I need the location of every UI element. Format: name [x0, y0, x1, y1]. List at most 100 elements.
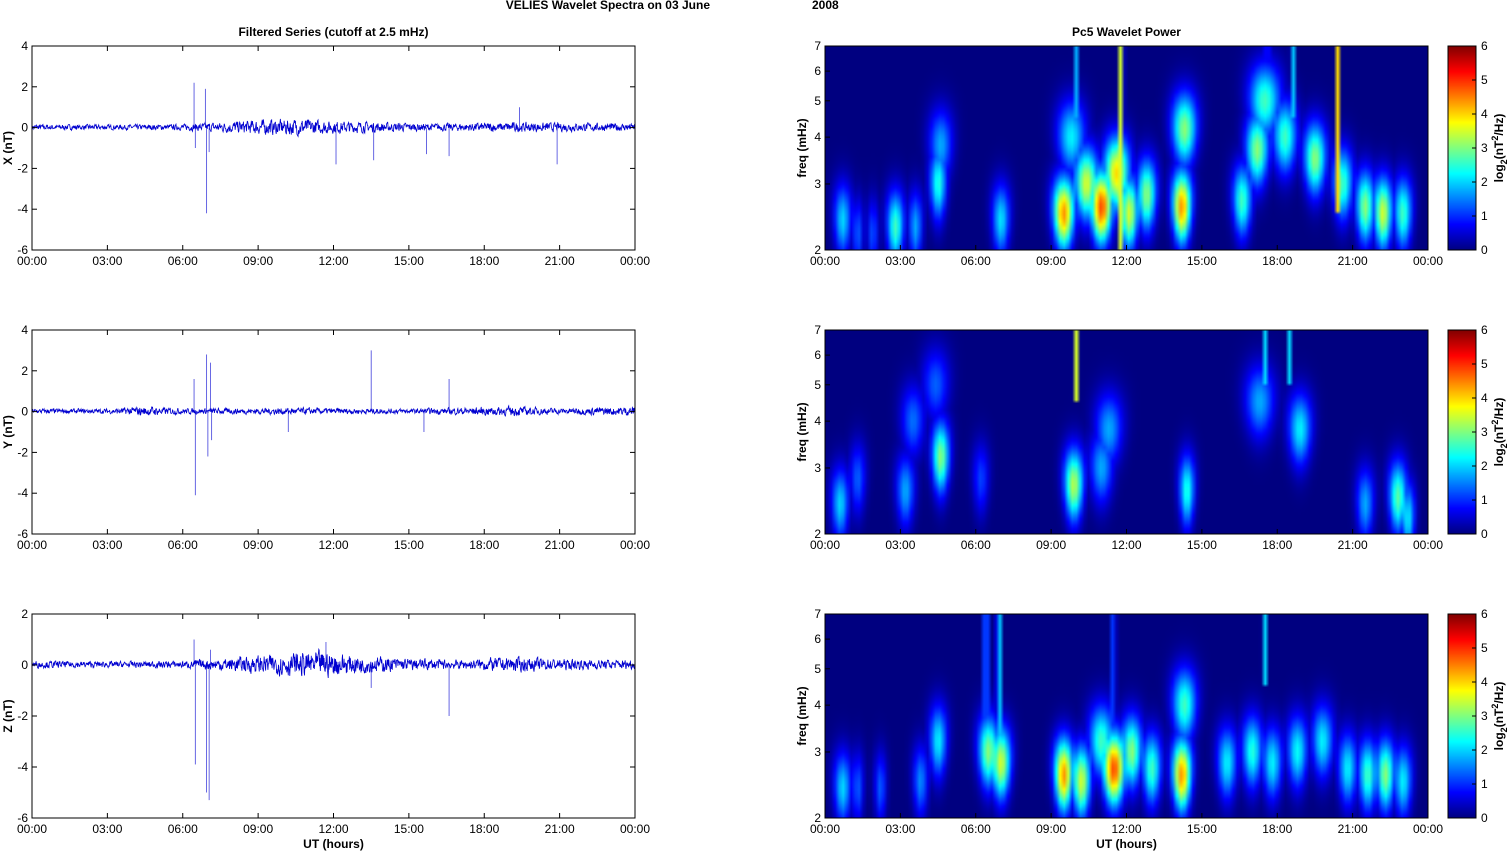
colorbar-tick-label: 4 — [1481, 675, 1488, 689]
colorbar: 0 1 2 3 4 5 6 log2(nT2/Hz) — [1447, 39, 1509, 257]
y-tick-label: -6 — [17, 527, 28, 541]
x-tick-label: 18:00 — [1262, 822, 1292, 836]
y-tick-label: 0 — [21, 658, 28, 672]
x-tick-label: 15:00 — [1187, 538, 1217, 552]
x-tick-label: 03:00 — [92, 254, 122, 268]
x-tick-label: 06:00 — [961, 254, 991, 268]
x-tick-label: 03:00 — [885, 538, 915, 552]
x-tick-label: 21:00 — [1338, 822, 1368, 836]
y-tick-label: 4 — [21, 323, 28, 337]
x-tick-label: 18:00 — [1262, 538, 1292, 552]
timeseries-panel-1: -6 -4 -2 0 2 4 X (nT) 00:00 03:00 06:00 09:00 12:00… — [1, 25, 650, 268]
colorbar-tick-label: 1 — [1481, 493, 1488, 507]
panel-title: Filtered Series (cutoff at 2.5 mHz) — [238, 25, 428, 39]
y-tick-label: 3 — [814, 745, 821, 759]
x-tick-label: 00:00 — [17, 254, 47, 268]
y-axis-label: freq (mHz) — [795, 118, 809, 177]
y-tick-label: 3 — [814, 177, 821, 191]
x-tick-label: 21:00 — [545, 538, 575, 552]
colorbar-tick-label: 5 — [1481, 641, 1488, 655]
y-tick-label: 2 — [21, 607, 28, 621]
x-tick-label: 12:00 — [1111, 822, 1141, 836]
y-tick-label: 2 — [814, 811, 821, 825]
x-tick-label: 06:00 — [961, 538, 991, 552]
x-tick-label: 00:00 — [17, 538, 47, 552]
colorbar-tick-label: 2 — [1481, 459, 1488, 473]
y-tick-label: 0 — [21, 405, 28, 419]
colorbar-tick-label: 6 — [1481, 323, 1488, 337]
x-tick-label: 00:00 — [810, 254, 840, 268]
y-tick-label: 2 — [21, 80, 28, 94]
y-tick-label: -4 — [17, 760, 28, 774]
colorbar-tick-label: 1 — [1481, 209, 1488, 223]
x-tick-label: 09:00 — [243, 822, 273, 836]
x-tick-label: 21:00 — [1338, 254, 1368, 268]
x-tick-label: 06:00 — [168, 538, 198, 552]
x-tick-label: 09:00 — [1036, 254, 1066, 268]
x-tick-label: 15:00 — [394, 822, 424, 836]
figure-title: VELIES Wavelet Spectra on 03 June — [506, 0, 711, 12]
x-tick-label: 12:00 — [1111, 254, 1141, 268]
y-axis-label: Z (nT) — [1, 699, 15, 732]
y-tick-label: 6 — [814, 632, 821, 646]
y-tick-label: 5 — [814, 378, 821, 392]
x-tick-label: 15:00 — [394, 254, 424, 268]
wavelet-power-image — [825, 330, 1428, 534]
x-tick-label: 03:00 — [885, 254, 915, 268]
panel-title: Pc5 Wavelet Power — [1072, 25, 1181, 39]
colorbar: 0 1 2 3 4 5 6 log2(nT2/Hz) — [1447, 607, 1509, 825]
x-tick-label: 06:00 — [168, 822, 198, 836]
x-axis-label: UT (hours) — [1096, 837, 1157, 851]
x-tick-label: 00:00 — [1413, 254, 1443, 268]
x-tick-label: 18:00 — [469, 822, 499, 836]
colorbar-tick-label: 2 — [1481, 175, 1488, 189]
y-tick-label: -4 — [17, 202, 28, 216]
colorbar-tick-label: 0 — [1481, 811, 1488, 825]
colorbar-tick-label: 3 — [1481, 709, 1488, 723]
colorbar: 0 1 2 3 4 5 6 log2(nT2/Hz) — [1447, 323, 1509, 541]
y-tick-label: 4 — [814, 414, 821, 428]
y-tick-label: 6 — [814, 348, 821, 362]
x-tick-label: 21:00 — [545, 254, 575, 268]
series-line — [31, 404, 636, 417]
y-tick-label: 2 — [814, 527, 821, 541]
colorbar-label: log2(nT2/Hz) — [1490, 398, 1509, 467]
colorbar-tick-label: 1 — [1481, 777, 1488, 791]
x-tick-label: 03:00 — [92, 822, 122, 836]
x-tick-label: 09:00 — [1036, 822, 1066, 836]
axes-box — [31, 329, 636, 535]
colorbar-tick-label: 6 — [1481, 607, 1488, 621]
x-tick-label: 12:00 — [318, 254, 348, 268]
timeseries-panel-3: -6 -4 -2 0 2 Z (nT) 00:00 03:00 06:00 09:00 12:00 1… — [1, 607, 650, 851]
colorbar-tick-label: 5 — [1481, 357, 1488, 371]
figure-title-year: 2008 — [812, 0, 839, 12]
x-tick-label: 00:00 — [620, 538, 650, 552]
series-line — [31, 647, 636, 679]
x-tick-label: 00:00 — [620, 822, 650, 836]
x-tick-label: 12:00 — [318, 822, 348, 836]
y-tick-label: 4 — [814, 130, 821, 144]
colorbar-gradient — [1448, 330, 1476, 534]
colorbar-label: log2(nT2/Hz) — [1490, 114, 1509, 183]
timeseries-panel-2: -6 -4 -2 0 2 4 Y (nT) 00:00 03:00 06:00 09:00 12:00… — [1, 323, 650, 552]
colorbar-tick-label: 0 — [1481, 243, 1488, 257]
colorbar-label: log2(nT2/Hz) — [1490, 682, 1509, 751]
axes-box — [31, 45, 636, 251]
y-tick-label: -2 — [17, 709, 28, 723]
y-tick-label: 2 — [814, 243, 821, 257]
colorbar-tick-label: 3 — [1481, 141, 1488, 155]
y-tick-label: -6 — [17, 811, 28, 825]
x-tick-label: 09:00 — [243, 254, 273, 268]
x-tick-label: 12:00 — [318, 538, 348, 552]
colorbar-gradient — [1448, 46, 1476, 250]
x-tick-label: 06:00 — [961, 822, 991, 836]
wavelet-panel-3: 2 3 4 5 6 7 freq (mHz) 0 1 2 3 4 5 6 log2(nT2/Hz) 00:00… — [795, 607, 1509, 851]
x-tick-label: 09:00 — [243, 538, 273, 552]
x-tick-label: 03:00 — [885, 822, 915, 836]
y-axis-label: Y (nT) — [1, 415, 15, 449]
axes-box — [31, 613, 636, 819]
x-tick-label: 15:00 — [1187, 254, 1217, 268]
x-tick-label: 21:00 — [1338, 538, 1368, 552]
x-tick-label: 12:00 — [1111, 538, 1141, 552]
